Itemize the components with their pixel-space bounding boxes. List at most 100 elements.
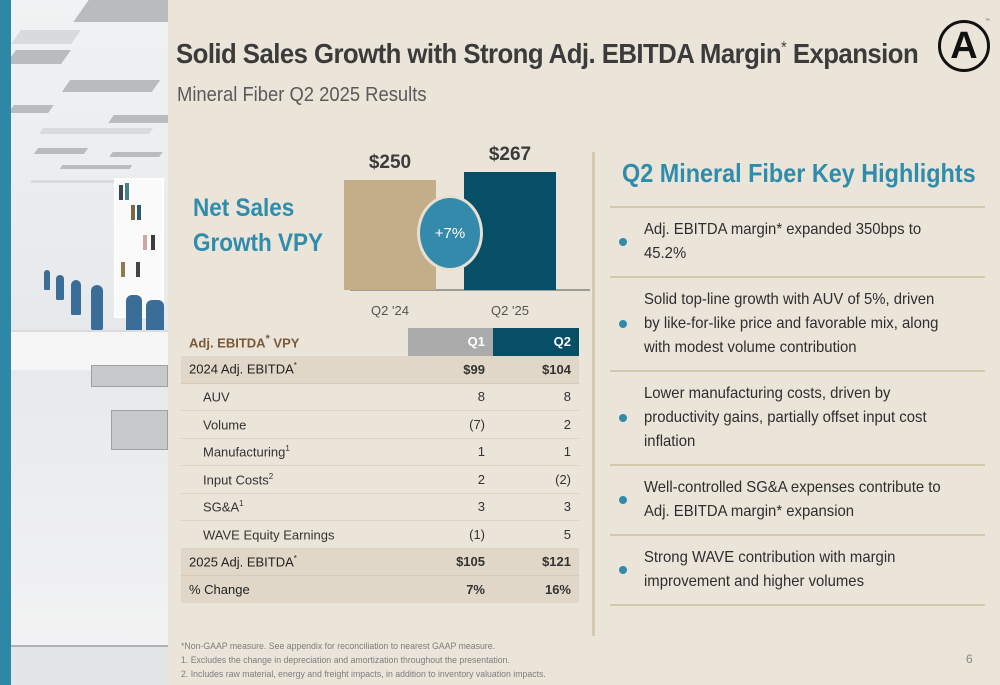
highlight-line: productivity gains, partially offset inp… [644,409,927,426]
highlight-line: Solid top-line growth with AUV of 5%, dr… [644,291,935,308]
cell-q2: $121 [493,548,579,576]
x-tick-label: Q2 '25 [491,303,529,318]
highlight-item: Well-controlled SG&A expenses contribute… [610,464,985,534]
footnote-1: 1. Excludes the change in depreciation a… [181,655,510,666]
page-title: Solid Sales Growth with Strong Adj. EBIT… [176,38,919,70]
highlight-item: Lower manufacturing costs, driven by prod… [610,370,985,464]
laptop [91,365,168,387]
ceiling-tile [59,165,133,169]
book [137,205,141,220]
highlight-line: Strong WAVE contribution with margin [644,549,896,566]
book [119,185,123,200]
row-label-asterisk: * [293,361,297,371]
library-photo [11,0,168,685]
row-label-text: Input Costs [203,471,269,487]
logo-letter: A [950,24,978,67]
cell-q1: $105 [408,548,493,576]
row-label-footnote: 1 [239,499,244,509]
column-divider [592,152,595,636]
cell-q1: 2 [408,465,493,494]
table-row: AUV 8 8 [181,383,579,411]
highlights-list: Adj. EBITDA margin* expanded 350bps to 45… [610,206,985,606]
page-subtitle: Mineral Fiber Q2 2025 Results [177,84,427,106]
row-label-footnote: 1 [285,444,290,454]
column-header-q1: Q1 [408,328,493,356]
row-label-text: Volume [203,416,247,432]
net-sales-label: Net Sales Growth VPY [193,191,323,261]
book [125,183,129,200]
row-label: WAVE Equity Earnings [181,520,408,549]
bullet-icon [619,320,627,328]
highlight-text: Solid top-line growth with AUV of 5%, dr… [644,288,938,360]
growth-badge: +7% [417,195,483,271]
adj-ebitda-table: Adj. EBITDA* VPY Q1 Q2 2024 Adj. EBITDA*… [181,328,579,603]
table-header-row: Adj. EBITDA* VPY Q1 Q2 [181,328,579,356]
ceiling-tile [61,80,161,92]
cell-q1: $99 [408,355,493,384]
cell-q2: 16% [493,575,579,603]
highlight-line: Lower manufacturing costs, driven by [644,385,891,402]
book [136,262,140,277]
table-row: WAVE Equity Earnings (1) 5 [181,520,579,549]
row-label: % Change [181,575,408,603]
table-row: Input Costs2 2 (2) [181,465,579,494]
row-label: 2024 Adj. EBITDA* [181,355,408,384]
highlight-line: inflation [644,433,696,450]
footnote-non-gaap: *Non-GAAP measure. See appendix for reco… [181,641,496,652]
book [131,205,135,220]
highlight-line: Adj. EBITDA margin* expansion [644,503,855,520]
net-sales-bar-chart: $250 Q2 '24 $267 Q2 '25 [330,130,590,330]
cell-q2: (2) [493,465,579,494]
title-suffix: Expansion [786,38,919,69]
ceiling-tile [109,152,163,157]
chair [71,280,81,315]
ceiling-tile [11,50,71,64]
cell-q1: (7) [408,410,493,439]
highlight-line: improvement and higher volumes [644,573,865,590]
highlight-item: Solid top-line growth with AUV of 5%, dr… [610,276,985,370]
table-title: Adj. EBITDA* VPY [181,328,408,356]
ceiling-tile [33,148,89,154]
table-row-percent-change: % Change 7% 16% [181,575,579,603]
ceiling-tile [11,30,81,44]
highlights-title: Q2 Mineral Fiber Key Highlights [622,158,976,188]
ceiling-tile [73,0,168,22]
title-asterisk: * [781,39,787,57]
highlight-item: Adj. EBITDA margin* expanded 350bps to 45… [610,206,985,276]
cell-q1: (1) [408,520,493,549]
page-number: 6 [966,652,973,666]
cell-q1: 7% [408,575,493,603]
x-tick-label: Q2 '24 [371,303,409,318]
cell-q2: $104 [493,355,579,384]
book [151,235,155,250]
ceiling-tile [108,115,168,123]
row-label-footnote: 2 [268,471,274,481]
bullet-icon [619,238,627,246]
trademark-mark: ™ [985,18,990,24]
highlight-line: Well-controlled SG&A expenses contribute… [644,479,941,496]
cell-q2: 5 [493,520,579,549]
book [143,235,147,250]
footnotes: *Non-GAAP measure. See appendix for reco… [181,640,546,682]
footnote-2: 2. Includes raw material, energy and fre… [181,669,546,680]
highlight-text: Lower manufacturing costs, driven by prod… [644,382,927,454]
cell-q2: 8 [493,383,579,411]
cell-q2: 2 [493,410,579,439]
row-label: Manufacturing1 [181,438,408,466]
bullet-icon [619,496,627,504]
chair [56,275,64,300]
table-title-text: Adj. EBITDA [189,335,266,351]
highlight-line: 45.2% [644,245,687,262]
table-row: Volume (7) 2 [181,410,579,439]
bar-value-label: $267 [488,144,532,165]
ceiling-tile [29,180,123,183]
floor [11,645,168,685]
row-label: Volume [181,410,408,439]
row-label-text: AUV [203,389,230,405]
laptop [111,410,168,450]
accent-strip [0,0,11,685]
row-label-asterisk: * [293,554,297,564]
row-label-text: 2024 Adj. EBITDA [189,361,294,377]
table-title-suffix: VPY [269,335,300,351]
cell-q1: 1 [408,438,493,466]
